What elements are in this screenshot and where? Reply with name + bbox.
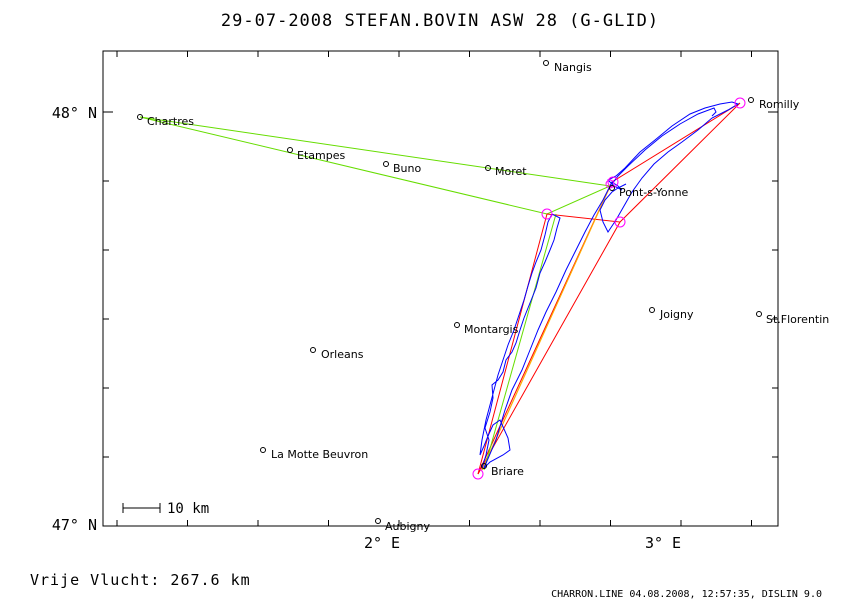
map-title: 29-07-2008 STEFAN.BOVIN ASW 28 (G-GLID) <box>221 11 659 31</box>
town-briare: Briare <box>481 463 524 478</box>
svg-text:Moret: Moret <box>495 165 527 178</box>
green-task-leg <box>139 116 612 215</box>
town-montargis: Montargis <box>454 322 519 336</box>
turnpoint-romilly <box>734 97 746 109</box>
svg-text:Joigny: Joigny <box>659 308 694 321</box>
plot-frame <box>102 50 779 527</box>
turnpoints <box>472 97 746 480</box>
red-task-leg <box>477 102 741 475</box>
lon-label-2: 2° E <box>364 534 400 552</box>
town-chartres: Chartres <box>137 114 194 128</box>
svg-text:Nangis: Nangis <box>554 61 592 74</box>
town-etampes: Etampes <box>287 147 345 162</box>
town-joigny: Joigny <box>649 307 694 321</box>
task-legs <box>139 102 741 475</box>
scale-bar: 10 km <box>122 501 209 517</box>
svg-text:Briare: Briare <box>491 465 524 478</box>
distance-label: Vrije Vlucht: 267.6 km <box>30 571 251 589</box>
credit-line: CHARRON.LINE 04.08.2008, 12:57:35, DISLI… <box>551 589 822 600</box>
town-orleans: Orleans <box>310 347 364 361</box>
track-path <box>479 101 740 469</box>
town-markers: Nangis Romilly Chartres Etampes Buno Mor… <box>137 60 829 533</box>
svg-text:Chartres: Chartres <box>147 115 194 128</box>
scale-bar-label: 10 km <box>167 501 209 517</box>
town-moret: Moret <box>485 165 527 178</box>
town-pont-s-yonne: Pont-s-Yonne <box>609 185 689 199</box>
svg-text:Orleans: Orleans <box>321 348 364 361</box>
svg-text:Montargis: Montargis <box>464 323 519 336</box>
lat-label-48: 48° N <box>52 104 97 122</box>
svg-text:Pont-s-Yonne: Pont-s-Yonne <box>619 186 689 199</box>
turnpoint-briare <box>472 468 484 480</box>
turnpoint-west <box>541 208 553 220</box>
orange-task-leg <box>481 181 613 471</box>
gps-track <box>479 101 740 469</box>
green-return-leg <box>483 213 557 471</box>
svg-text:Etampes: Etampes <box>297 149 345 162</box>
svg-text:Aubigny: Aubigny <box>385 520 430 533</box>
town-nangis: Nangis <box>543 60 592 74</box>
town-aubigny: Aubigny <box>375 518 430 533</box>
svg-text:St.Florentin: St.Florentin <box>766 313 829 326</box>
town-romilly: Romilly <box>748 97 800 111</box>
svg-text:Buno: Buno <box>393 162 421 175</box>
town-la-motte-beuvron: La Motte Beuvron <box>260 447 368 461</box>
axis-ticks <box>103 51 778 527</box>
lon-label-3: 3° E <box>645 534 681 552</box>
svg-text:Romilly: Romilly <box>759 98 800 111</box>
town-st-florentin: St.Florentin <box>756 311 829 326</box>
track-path-2 <box>611 107 717 185</box>
lat-label-47: 47° N <box>52 516 97 534</box>
svg-text:La Motte Beuvron: La Motte Beuvron <box>271 448 368 461</box>
red-task-triangle <box>477 213 621 475</box>
turnpoint-east <box>614 216 626 228</box>
town-buno: Buno <box>383 161 421 175</box>
